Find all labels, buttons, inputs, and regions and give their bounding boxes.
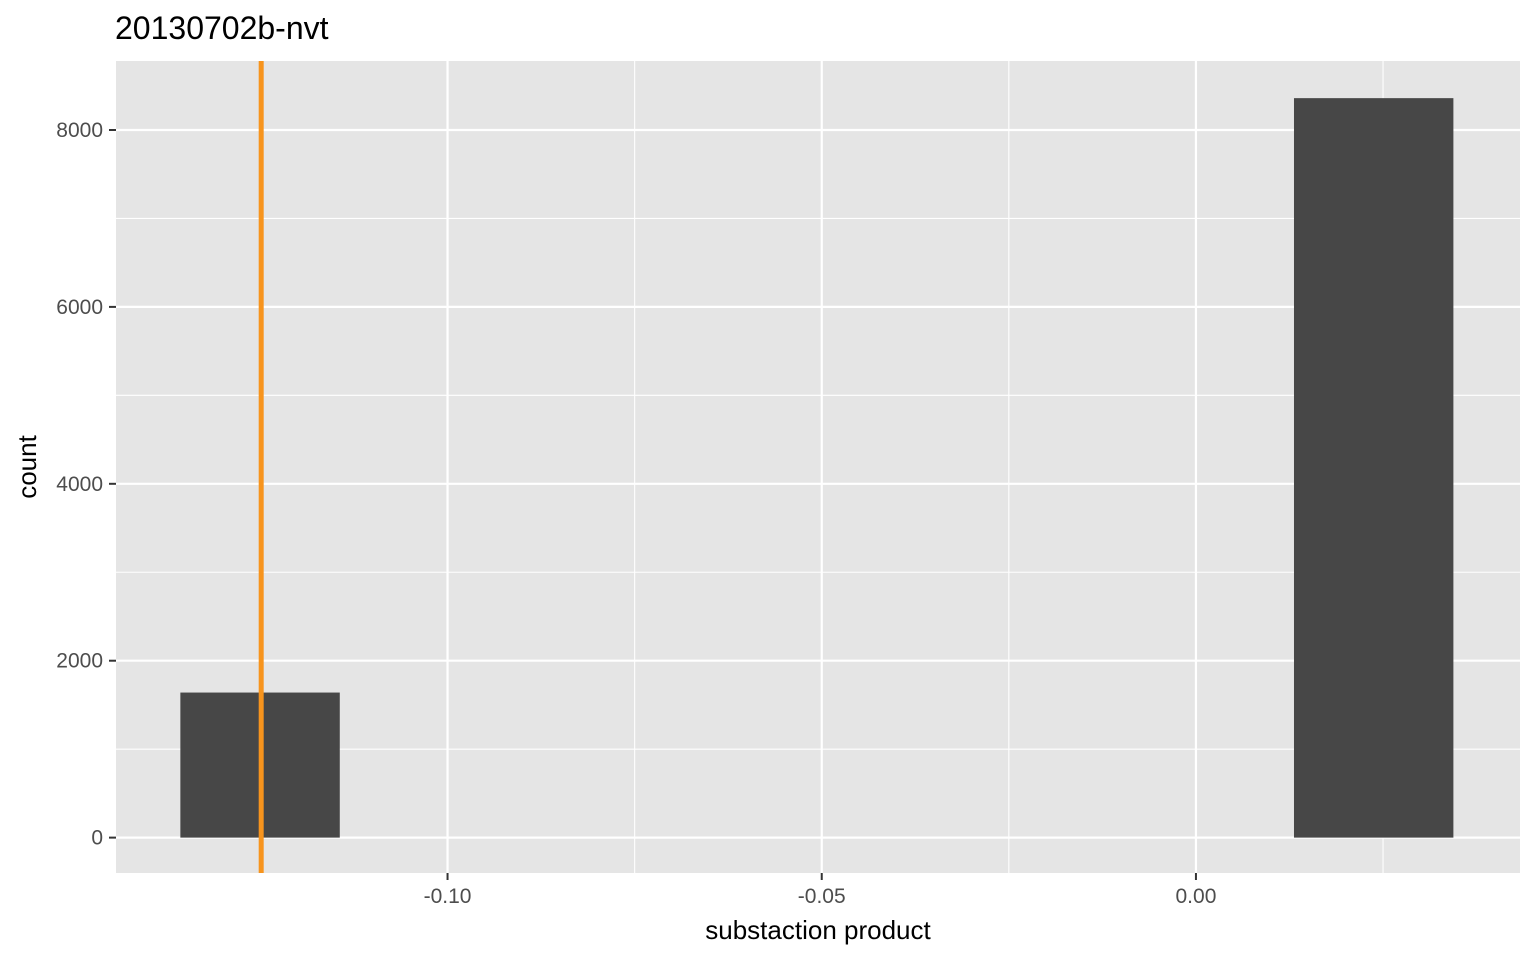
x-axis: -0.10 -0.05 0.00 bbox=[424, 873, 1217, 908]
y-tick-label: 4000 bbox=[56, 473, 103, 496]
x-tick-label: 0.00 bbox=[1176, 885, 1217, 908]
x-axis-title: substaction product bbox=[705, 915, 931, 945]
x-tick-label: -0.10 bbox=[424, 885, 472, 908]
major-gridlines bbox=[116, 61, 1520, 873]
chart-title: 20130702b-nvt bbox=[115, 10, 329, 46]
y-axis-title: count bbox=[12, 434, 42, 498]
y-tick-label: 0 bbox=[91, 827, 103, 850]
y-tick-label: 6000 bbox=[56, 296, 103, 319]
y-tick-label: 8000 bbox=[56, 119, 103, 142]
y-axis: 0 2000 4000 6000 8000 bbox=[56, 119, 116, 850]
histogram-bar bbox=[1293, 98, 1454, 838]
plot-panel bbox=[116, 61, 1520, 873]
x-tick-label: -0.05 bbox=[798, 885, 846, 908]
y-tick-label: 2000 bbox=[56, 650, 103, 673]
